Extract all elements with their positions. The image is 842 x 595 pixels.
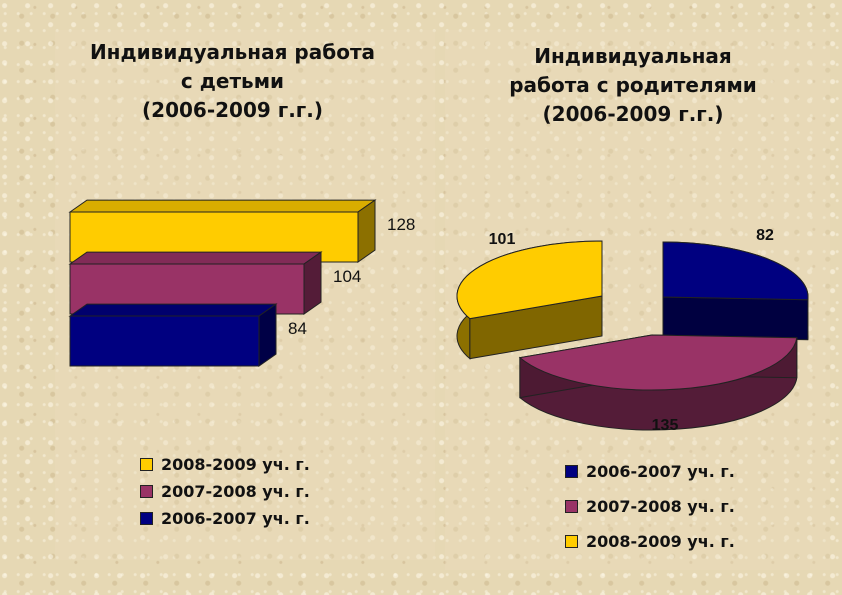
legend-item: 2008-2009 уч. г. — [140, 455, 310, 474]
pie-value-label: 101 — [489, 231, 516, 248]
legend-label: 2008-2009 уч. г. — [161, 455, 310, 474]
legend-label: 2007-2008 уч. г. — [161, 482, 310, 501]
pie-value-label: 135 — [652, 417, 679, 434]
bar-3 — [68, 303, 278, 367]
bar-chart-title: Индивидуальная работа с детьми (2006-200… — [89, 40, 376, 122]
pie-slice-top — [662, 241, 809, 301]
pie-slice-top — [456, 240, 603, 320]
legend-swatch — [140, 458, 153, 471]
legend-label: 2006-2007 уч. г. — [586, 462, 735, 481]
bar-value-label: 84 — [288, 319, 307, 338]
legend-swatch — [140, 512, 153, 525]
legend-label: 2007-2008 уч. г. — [586, 497, 735, 516]
pie-slice-top — [518, 334, 798, 391]
pie-chart-title: Индивидуальная работа с родителями (2006… — [509, 44, 757, 126]
legend-item: 2006-2007 уч. г. — [140, 509, 310, 528]
legend-item: 2007-2008 уч. г. — [140, 482, 310, 501]
legend-item: 2007-2008 уч. г. — [565, 497, 735, 516]
bar-top-face — [68, 199, 377, 213]
legend-swatch — [565, 465, 578, 478]
pie-slice-edge — [662, 296, 809, 341]
legend-swatch — [565, 535, 578, 548]
legend-item: 2006-2007 уч. г. — [565, 462, 735, 481]
pie-slice-2 — [518, 334, 798, 431]
bar-front-face — [69, 315, 260, 367]
pie-slice-1 — [662, 241, 809, 341]
legend-swatch — [565, 500, 578, 513]
legend-label: 2008-2009 уч. г. — [586, 532, 735, 551]
legend-swatch — [140, 485, 153, 498]
bar-top-face — [68, 251, 323, 265]
bar-value-label: 128 — [387, 215, 415, 234]
bar-top-face — [68, 303, 278, 317]
pie-slice-3 — [456, 240, 603, 360]
pie-value-label: 82 — [756, 227, 774, 244]
bar-value-label: 104 — [333, 267, 361, 286]
legend-label: 2006-2007 уч. г. — [161, 509, 310, 528]
legend-item: 2008-2009 уч. г. — [565, 532, 735, 551]
